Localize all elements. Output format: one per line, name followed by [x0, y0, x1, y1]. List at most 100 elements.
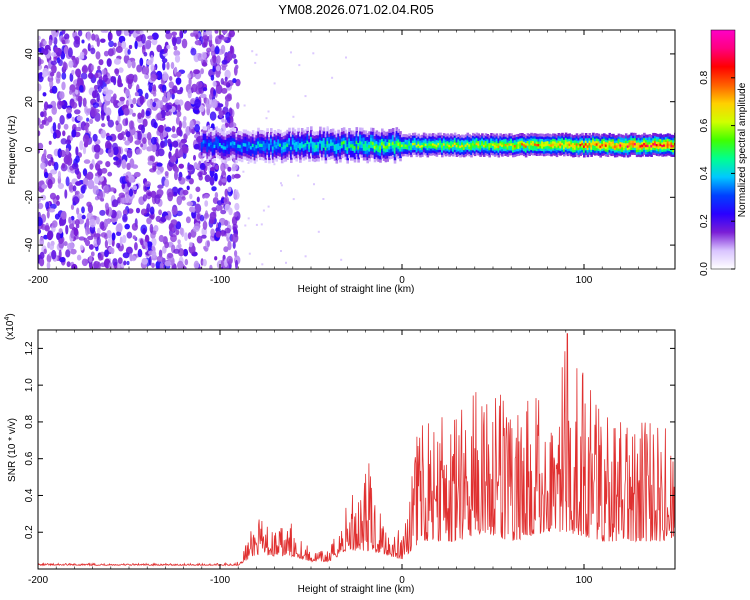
heatmap-signal-cell [315, 147, 319, 152]
heatmap-signal-cell [446, 140, 450, 144]
heatmap-signal-cell [328, 146, 331, 151]
heatmap-signal-cell [608, 132, 612, 136]
heatmap-signal-cell [499, 138, 502, 141]
heatmap-noise-blob [75, 89, 79, 95]
heatmap-signal-cell [477, 140, 480, 144]
heatmap-noise-blob [164, 171, 169, 177]
heatmap-noise-blob [95, 216, 100, 225]
heatmap-signal-cell [408, 145, 411, 149]
heatmap-signal-cell [628, 139, 632, 143]
heatmap-signal-cell [553, 140, 557, 144]
heatmap-signal-cell [395, 146, 399, 151]
heatmap-signal-cell [441, 144, 444, 148]
heatmap-signal-cell [382, 130, 386, 135]
heatmap-signal-cell [566, 141, 570, 145]
heatmap-signal-cell [224, 135, 228, 140]
heatmap-noise-blob [142, 137, 147, 145]
heatmap-signal-cell [453, 146, 457, 150]
heatmap-signal-cell [388, 135, 391, 140]
heatmap-signal-cell [395, 130, 399, 135]
heatmap-signal-cell [408, 142, 411, 146]
heatmap-signal-cell [468, 148, 471, 152]
heatmap-signal-cell [490, 147, 493, 151]
heatmap-noise-blob [145, 234, 150, 244]
heatmap-signal-cell [492, 150, 495, 154]
heatmap-signal-cell [320, 136, 324, 141]
heatmap-signal-cell [468, 138, 471, 142]
heatmap-signal-cell [253, 136, 257, 141]
heatmap-signal-cell [573, 149, 577, 153]
heatmap-signal-cell [446, 133, 450, 137]
heatmap-signal-cell [661, 144, 664, 148]
heatmap-noise-blob [42, 48, 49, 55]
heatmap-signal-cell [280, 146, 284, 151]
heatmap-signal-cell [322, 134, 326, 138]
heatmap-noise-blob [171, 227, 175, 233]
heatmap-signal-cell [226, 144, 229, 148]
heatmap-signal-cell [430, 138, 433, 142]
heatmap-signal-cell [393, 133, 397, 138]
heatmap-signal-cell [319, 136, 322, 141]
heatmap-signal-cell [450, 152, 453, 156]
heatmap-signal-cell [459, 149, 462, 153]
heatmap-signal-cell [592, 137, 595, 141]
heatmap-signal-cell [648, 134, 652, 138]
heatmap-noise-blob [51, 220, 58, 228]
heatmap-signal-cell [654, 147, 657, 151]
heatmap-signal-cell [209, 141, 213, 145]
colorbar-tick-label: 0.0 [699, 262, 710, 276]
heatmap-signal-cell [581, 147, 584, 151]
heatmap-signal-cell [479, 151, 482, 155]
heatmap-signal-cell [417, 138, 420, 142]
heatmap-signal-cell [371, 141, 375, 145]
heatmap-signal-cell [404, 141, 408, 145]
heatmap-signal-cell [664, 141, 668, 145]
heatmap-signal-cell [655, 152, 659, 156]
heatmap-signal-cell [435, 137, 439, 141]
heatmap-signal-cell [426, 152, 430, 155]
heatmap-sparse-point [326, 126, 329, 129]
heatmap-signal-cell [270, 134, 273, 139]
heatmap-signal-cell [408, 150, 411, 153]
heatmap-noise-blob [216, 55, 221, 65]
heatmap-signal-cell [504, 136, 508, 140]
heatmap-signal-cell [513, 151, 517, 155]
heatmap-signal-cell [615, 137, 619, 141]
heatmap-signal-cell [515, 148, 519, 152]
heatmap-signal-cell [561, 147, 564, 151]
heatmap-signal-cell [204, 139, 207, 144]
heatmap-signal-cell [213, 134, 217, 139]
heatmap-signal-cell [441, 154, 444, 158]
heatmap-signal-cell [648, 138, 652, 142]
heatmap-signal-cell [559, 140, 562, 144]
heatmap-signal-cell [619, 153, 622, 157]
heatmap-signal-cell [530, 151, 533, 155]
heatmap-sparse-point [345, 56, 347, 59]
heatmap-signal-cell [377, 158, 380, 162]
heatmap-signal-cell [566, 145, 570, 149]
heatmap-signal-cell [583, 147, 586, 151]
heatmap-noise-blob [101, 69, 107, 75]
heatmap-signal-cell [603, 142, 606, 146]
heatmap-noise-blob [39, 257, 45, 267]
heatmap-signal-cell [299, 145, 302, 150]
heatmap-noise-blob [90, 108, 97, 118]
heatmap-signal-cell [206, 131, 209, 136]
heatmap-signal-cell [637, 153, 641, 157]
heatmap-signal-cell [499, 142, 502, 146]
heatmap-signal-cell [277, 135, 280, 140]
heatmap-signal-cell [546, 147, 550, 151]
heatmap-signal-cell [462, 135, 466, 139]
heatmap-signal-cell [340, 141, 344, 145]
heatmap-signal-cell [664, 148, 668, 152]
heatmap-signal-cell [524, 137, 528, 141]
heatmap-signal-cell [637, 134, 641, 138]
heatmap-signal-cell [530, 149, 533, 153]
heatmap-signal-cell [637, 139, 641, 143]
heatmap-signal-cell [299, 142, 302, 147]
heatmap-noise-blob [125, 117, 129, 126]
heatmap-signal-cell [275, 131, 278, 136]
heatmap-signal-cell [402, 138, 406, 142]
heatmap-signal-cell [322, 150, 326, 155]
heatmap-noise-blob [108, 262, 113, 269]
